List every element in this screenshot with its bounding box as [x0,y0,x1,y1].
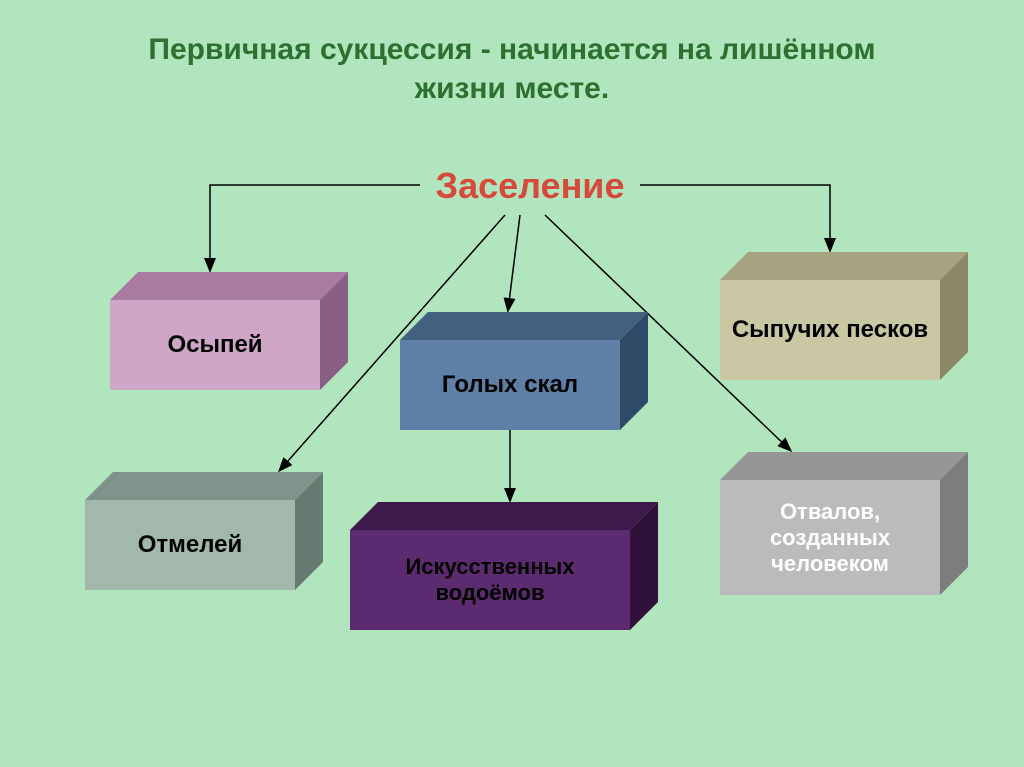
box-peskov: Сыпучих песков [720,280,940,380]
box-skal: Голых скал [400,340,620,430]
box-label-osypei: Осыпей [110,300,320,390]
title-line1: Первичная сукцессия - начинается на лишё… [0,30,1024,69]
box-osypei: Осыпей [110,300,320,390]
box-otvalov: Отвалов, созданных человеком [720,480,940,595]
page-title: Первичная сукцессия - начинается на лишё… [0,30,1024,108]
box-otmelei: Отмелей [85,500,295,590]
box-label-skal: Голых скал [400,340,620,430]
box-label-peskov: Сыпучих песков [720,280,940,380]
title-line2: жизни месте. [0,69,1024,108]
box-label-otmelei: Отмелей [85,500,295,590]
center-label: Заселение [420,165,640,207]
box-vodoemov: Искусственных водоёмов [350,530,630,630]
diagram-canvas: Первичная сукцессия - начинается на лишё… [0,0,1024,767]
box-label-vodoemov: Искусственных водоёмов [350,530,630,630]
box-label-otvalov: Отвалов, созданных человеком [720,480,940,595]
